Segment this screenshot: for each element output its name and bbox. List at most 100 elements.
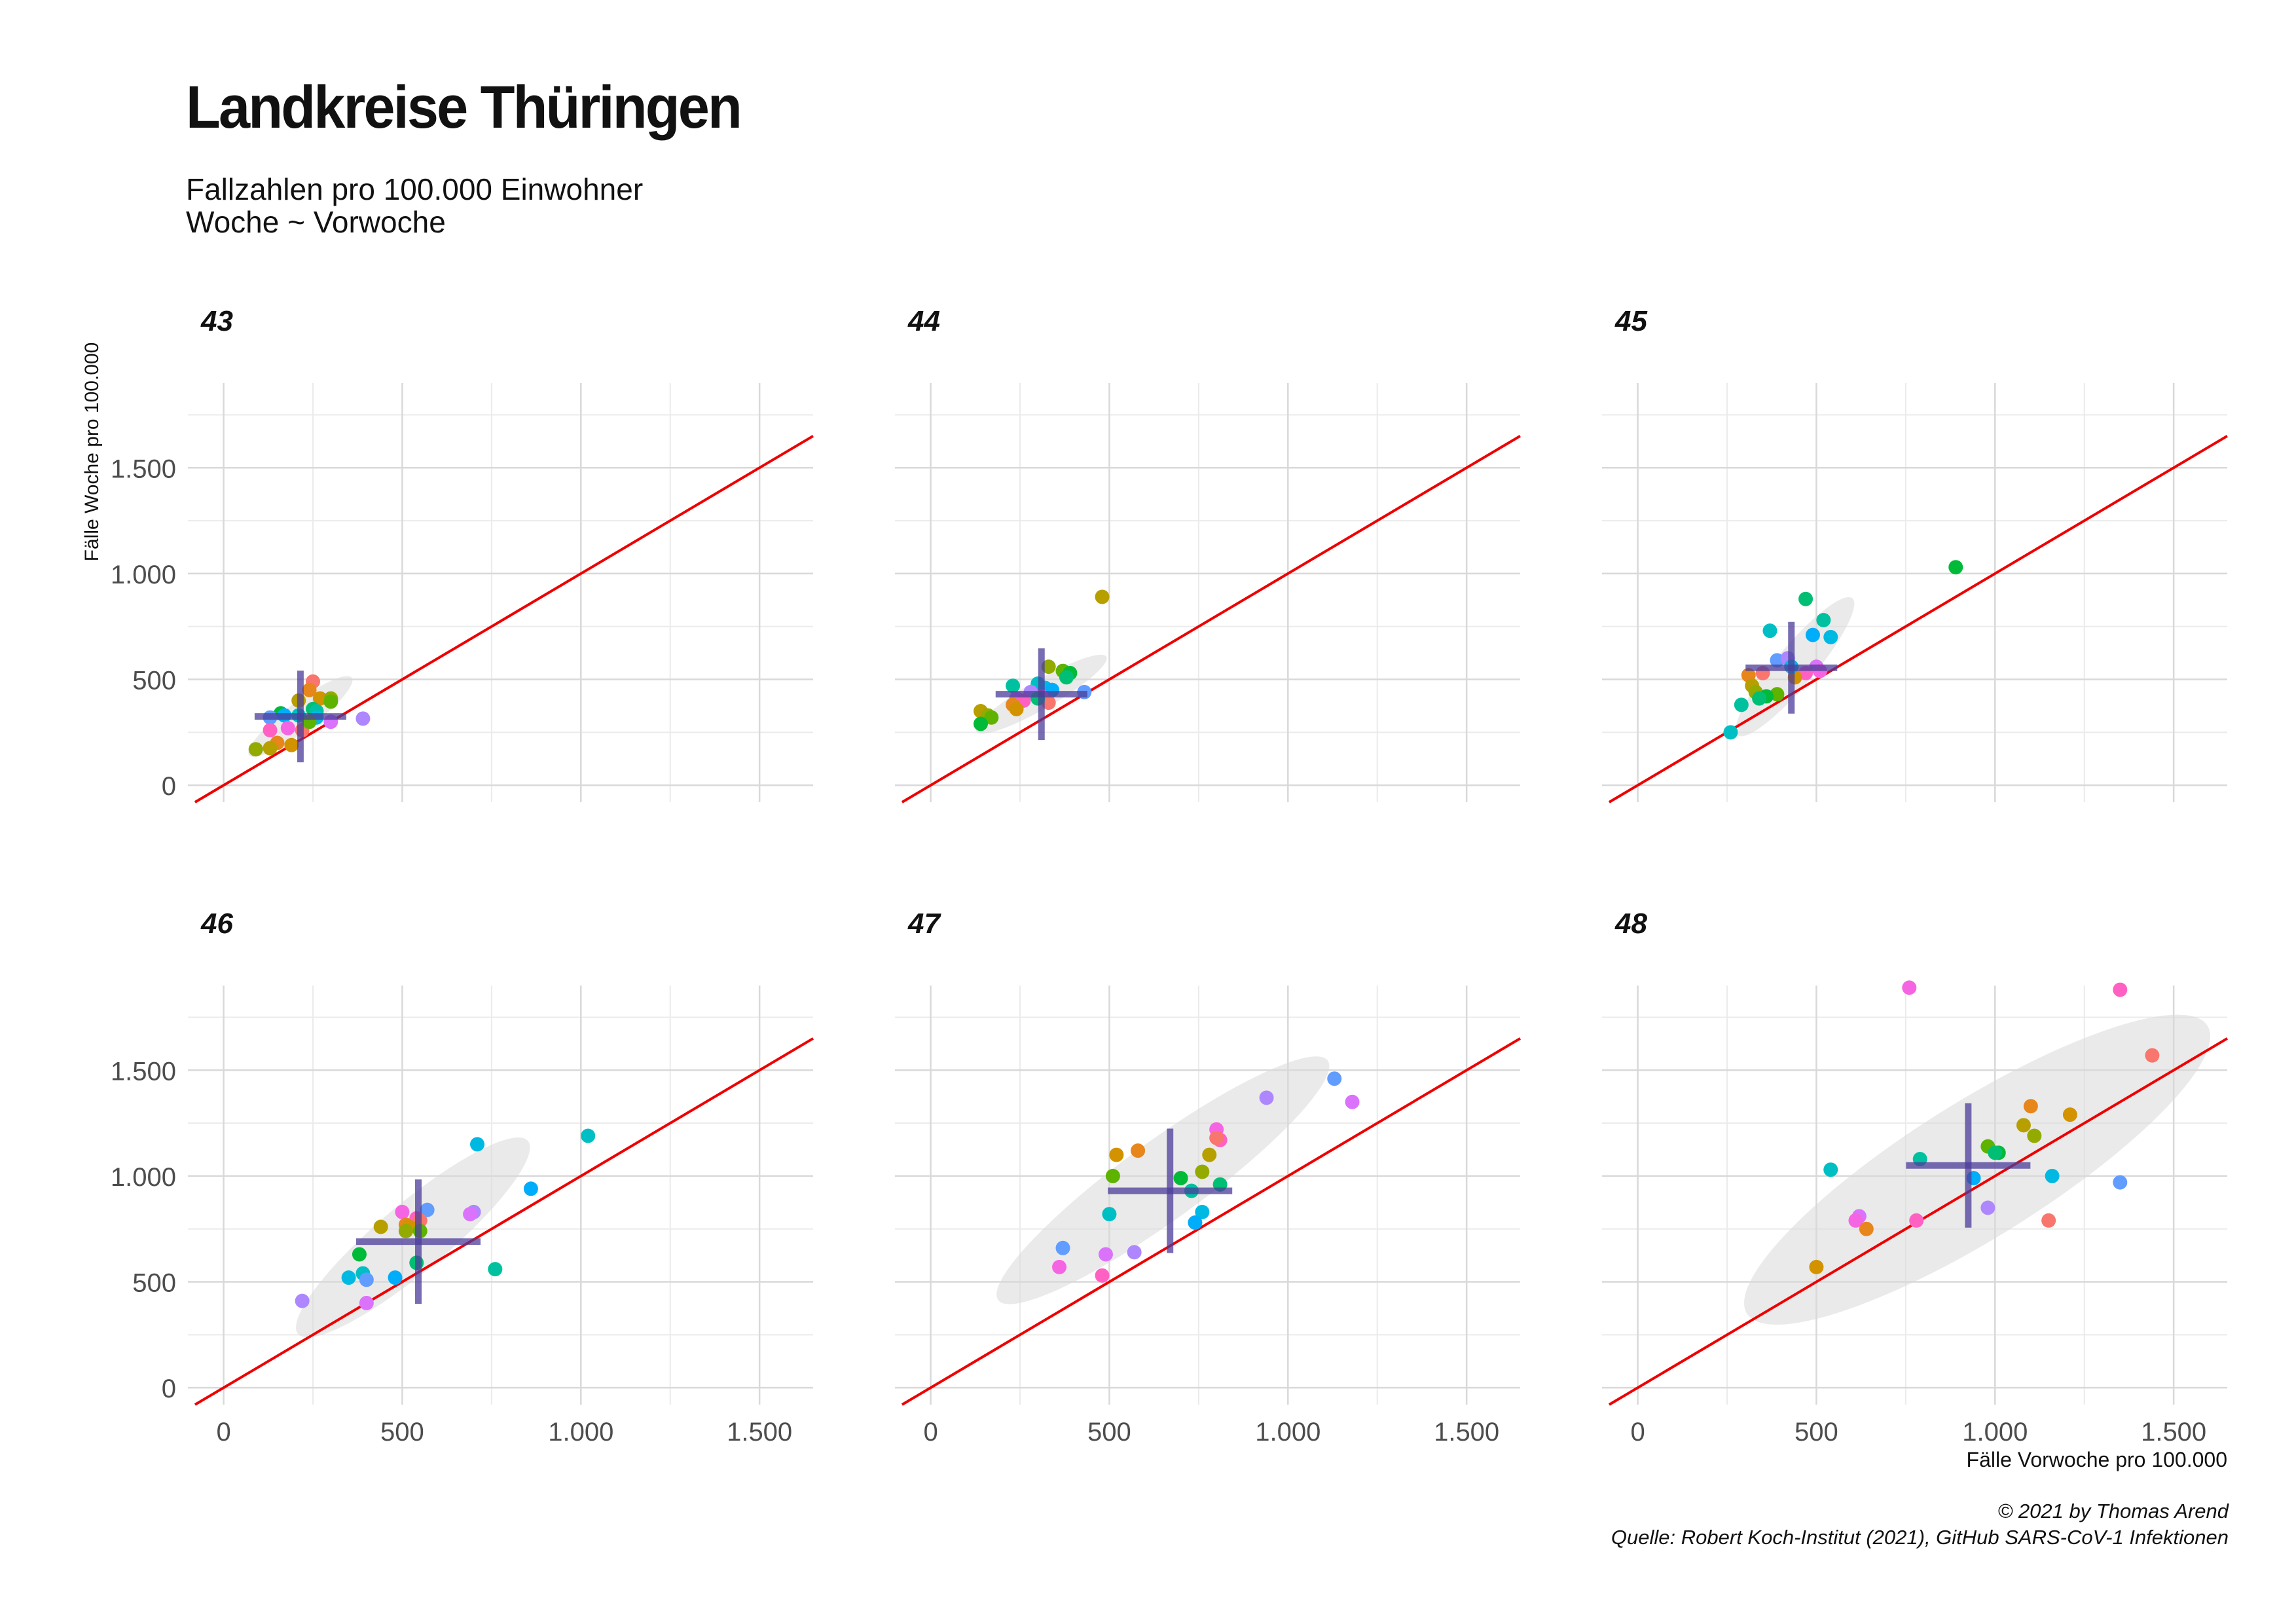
data-point [1052, 1259, 1067, 1274]
data-point [2023, 1099, 2038, 1114]
reference-line-y-equals-x [194, 1037, 814, 1406]
data-point [1770, 653, 1785, 668]
data-point [973, 716, 988, 731]
data-point [1816, 613, 1831, 628]
data-point [1195, 1204, 1210, 1219]
facet-label-46: 46 [200, 908, 233, 940]
data-point [1095, 589, 1110, 604]
x-tick-label: 1.000 [1962, 1418, 2028, 1447]
data-point [2145, 1048, 2160, 1063]
x-tick-label: 0 [1630, 1418, 1645, 1447]
x-tick-label: 500 [380, 1418, 424, 1447]
data-point [1131, 1143, 1146, 1158]
subtitle-line-1: Fallzahlen pro 100.000 Einwohner [186, 172, 644, 206]
confidence-ellipse [296, 1137, 530, 1338]
data-point [395, 1204, 410, 1219]
data-point [359, 1272, 374, 1287]
data-point [373, 1219, 388, 1234]
data-point [1173, 1171, 1188, 1186]
y-tick-label: 1.500 [111, 1057, 176, 1086]
data-point [984, 710, 999, 725]
data-point [463, 1207, 478, 1222]
data-point [1909, 1213, 1924, 1228]
y-tick-label: 500 [132, 1269, 176, 1298]
x-tick-label: 1.000 [548, 1418, 613, 1447]
data-point [1859, 1221, 1874, 1236]
y-axis-title: Fälle Woche pro 100.000 [81, 342, 103, 562]
data-point [1770, 687, 1785, 702]
data-point [1980, 1200, 1995, 1215]
y-tick-label: 1.000 [111, 1163, 176, 1192]
reference-line-y-equals-x [1608, 435, 2229, 803]
data-point [470, 1137, 485, 1152]
data-point [355, 711, 371, 726]
data-point [359, 1295, 374, 1310]
source-caption: Quelle: Robert Koch-Institut (2021), Git… [1611, 1526, 2229, 1549]
x-axis-title: Fälle Vorwoche pro 100.000 [1967, 1448, 2227, 1471]
data-point [2113, 1175, 2128, 1190]
subtitle-line-2: Woche ~ Vorwoche [186, 205, 446, 239]
credit-caption: © 2021 by Thomas Arend [1997, 1500, 2229, 1522]
data-point [1095, 1268, 1110, 1283]
page-title: Landkreise Thüringen [186, 74, 742, 141]
data-point [341, 1270, 356, 1285]
data-point [1809, 1259, 1824, 1274]
data-point [1209, 1130, 1224, 1145]
y-tick-label: 0 [162, 772, 176, 801]
data-point [1009, 701, 1024, 716]
reference-line-y-equals-x [901, 1037, 1522, 1406]
data-point [1055, 1240, 1070, 1255]
data-point [488, 1262, 503, 1277]
data-point [295, 1293, 310, 1308]
data-point [1102, 1207, 1117, 1222]
data-point [2027, 1128, 2042, 1143]
data-point [1848, 1213, 1863, 1228]
data-point [284, 737, 299, 752]
data-point [1345, 1094, 1360, 1109]
data-point [1259, 1090, 1274, 1105]
data-point [1327, 1071, 1342, 1086]
data-point [1127, 1245, 1142, 1260]
data-point [2062, 1107, 2077, 1122]
x-tick-label: 1.500 [1434, 1418, 1499, 1447]
data-point [2113, 982, 2128, 997]
data-point [1823, 629, 1838, 644]
data-point [420, 1202, 435, 1217]
data-point [2041, 1213, 2056, 1228]
facet-label-45: 45 [1614, 305, 1647, 337]
data-point [352, 1247, 367, 1262]
data-point [1105, 1168, 1120, 1183]
x-tick-label: 500 [1087, 1418, 1131, 1447]
data-point [1098, 1247, 1113, 1262]
data-point [1059, 670, 1074, 685]
data-point [263, 741, 278, 756]
y-tick-label: 1.000 [111, 561, 176, 589]
data-point [248, 742, 263, 757]
data-point [1202, 1147, 1217, 1162]
data-point [581, 1128, 596, 1143]
facet-label-43: 43 [200, 305, 233, 337]
facet-label-48: 48 [1614, 908, 1647, 940]
data-point [388, 1270, 403, 1285]
data-point [1109, 1147, 1124, 1162]
data-point [1723, 725, 1738, 740]
data-point [1752, 691, 1767, 706]
facet-label-47: 47 [907, 908, 941, 940]
data-point [1762, 623, 1777, 638]
data-point [280, 720, 295, 735]
data-point [1902, 980, 1917, 995]
data-point [2045, 1168, 2060, 1183]
data-point [1798, 591, 1813, 606]
data-point [1041, 659, 1056, 674]
y-tick-label: 1.500 [111, 454, 176, 483]
data-point [2016, 1118, 2031, 1133]
x-tick-label: 1.500 [727, 1418, 792, 1447]
x-tick-label: 500 [1795, 1418, 1838, 1447]
data-point [1948, 560, 1963, 575]
y-tick-label: 0 [162, 1375, 176, 1403]
data-point [1195, 1164, 1210, 1179]
data-point [263, 723, 278, 738]
x-tick-label: 0 [923, 1418, 938, 1447]
data-point [302, 682, 317, 697]
data-point [1988, 1145, 2003, 1160]
